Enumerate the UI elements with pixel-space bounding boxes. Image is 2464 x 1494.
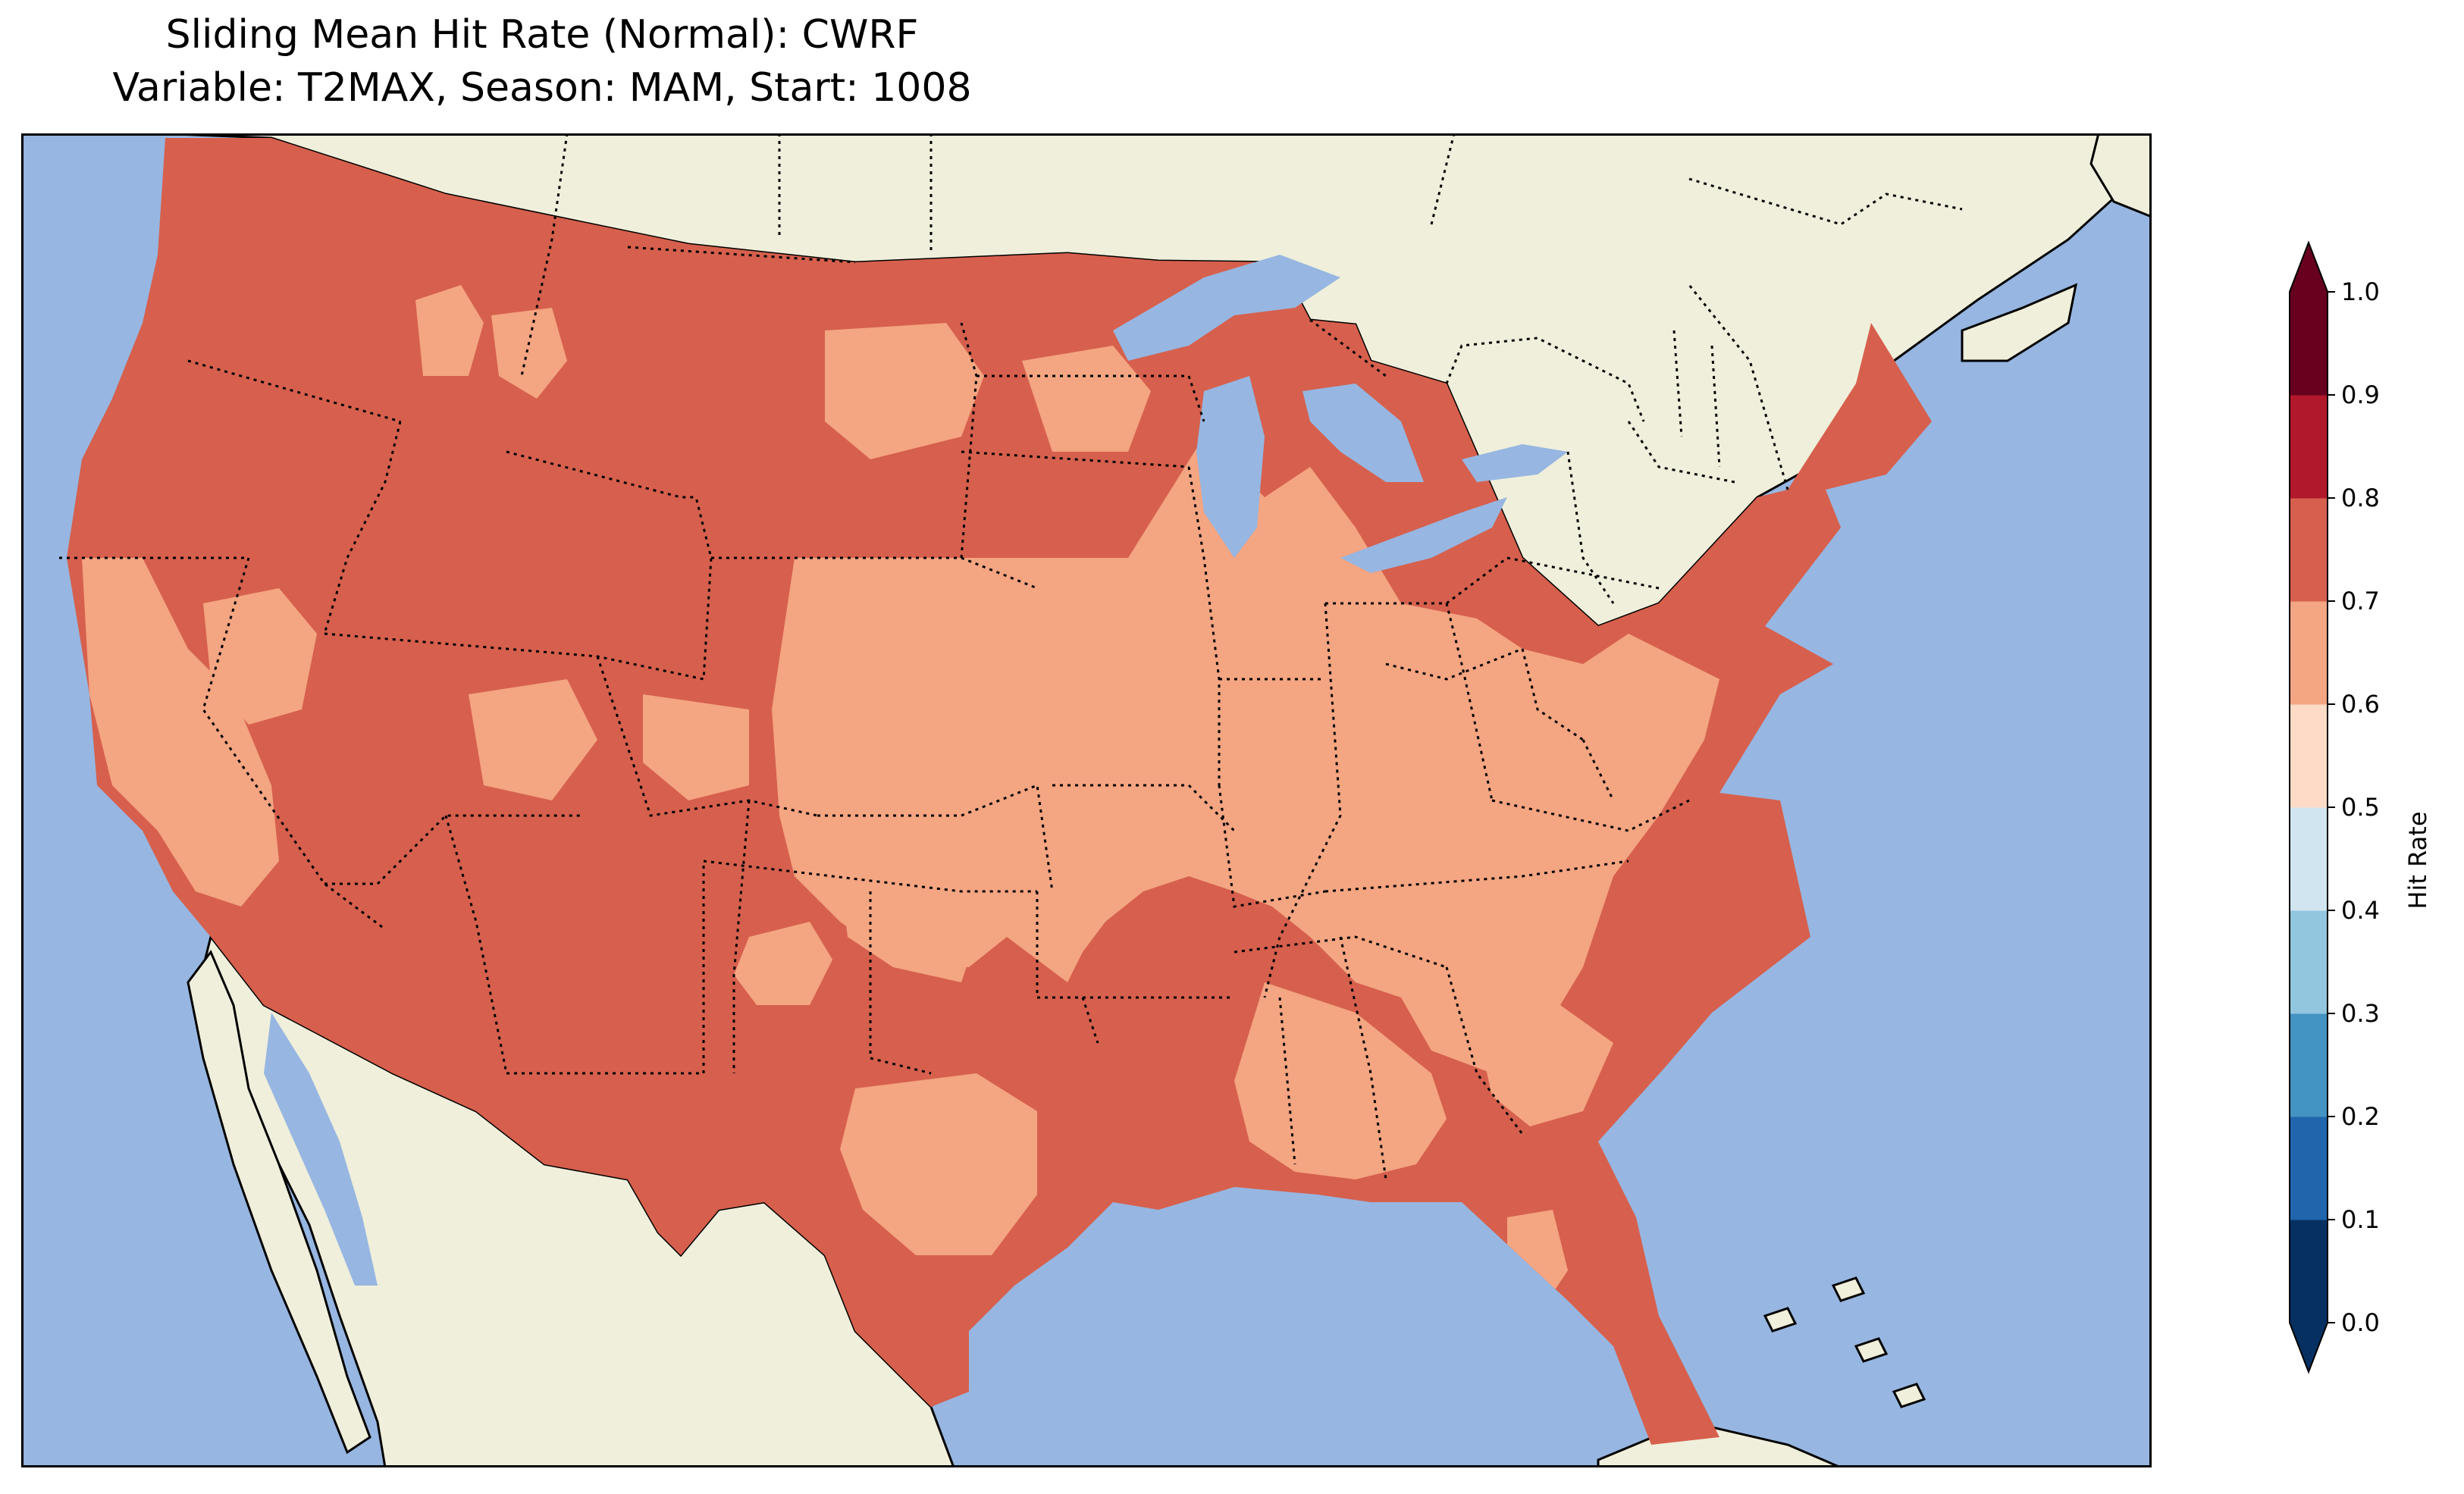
- colorbar-label: Hit Rate: [2403, 811, 2432, 909]
- colorbar-tick-label: 0.9: [2341, 381, 2380, 409]
- colorbar-bin: [2290, 395, 2328, 499]
- colorbar-tick-label: 0.0: [2341, 1308, 2380, 1337]
- colorbar-bin: [2290, 1220, 2328, 1323]
- colorbar-svg: 0.0 0.1 0.2 0.3 0.4 0.5 0.6 0.7 0.8 0.9 1.0 Hit Ra…: [2289, 240, 2432, 1374]
- map-title-line-2: Variable: T2MAX, Season: MAM, Start: 100…: [112, 65, 972, 111]
- colorbar-bin: [2290, 1013, 2328, 1117]
- colorbar-tick-label: 0.4: [2341, 896, 2380, 925]
- map-frame: [21, 133, 2152, 1467]
- colorbar-extend-max: [2290, 243, 2328, 292]
- lake-michigan: [1196, 376, 1265, 558]
- colorbar-bin: [2290, 910, 2328, 1014]
- colorbar-tick-label: 0.8: [2341, 484, 2380, 512]
- colorbar-bin: [2290, 1117, 2328, 1220]
- lake-ontario: [1462, 444, 1568, 482]
- colorbar-extend-min: [2290, 1323, 2328, 1372]
- colorbar-tick-label: 1.0: [2341, 277, 2380, 306]
- great-lakes: [1113, 255, 1568, 573]
- baja-california-land: [187, 950, 371, 1455]
- bahamas-islands: [1763, 1276, 1926, 1408]
- gulf-of-california: [264, 1013, 378, 1286]
- colorbar-tick-label: 0.2: [2341, 1102, 2380, 1131]
- colorbar-tick-label: 0.3: [2341, 999, 2380, 1028]
- colorbar-bin: [2290, 807, 2328, 911]
- colorbar-bin: [2290, 704, 2328, 808]
- colorbar-bin: [2290, 498, 2328, 602]
- lake-superior: [1113, 255, 1340, 361]
- colorbar: 0.0 0.1 0.2 0.3 0.4 0.5 0.6 0.7 0.8 0.9 1.0 Hit Ra…: [2267, 239, 2434, 1379]
- hit-rate-bin-0.6-0.7: [82, 285, 1780, 1316]
- colorbar-bin: [2290, 292, 2328, 396]
- lake-huron: [1303, 384, 1424, 482]
- colorbar-tick-label: 0.5: [2341, 793, 2380, 822]
- colorbar-tick-label: 0.7: [2341, 587, 2380, 615]
- map-title-line-1: Sliding Mean Hit Rate (Normal): CWRF: [165, 12, 919, 58]
- lake-erie: [1340, 497, 1507, 573]
- state-borders: [59, 133, 1963, 1180]
- colorbar-tick-label: 0.6: [2341, 690, 2380, 719]
- nova-scotia-land: [1961, 283, 2078, 362]
- colorbar-tick-label: 0.1: [2341, 1205, 2380, 1234]
- colorbar-bin: [2290, 601, 2328, 705]
- map-panel: [21, 132, 2153, 1471]
